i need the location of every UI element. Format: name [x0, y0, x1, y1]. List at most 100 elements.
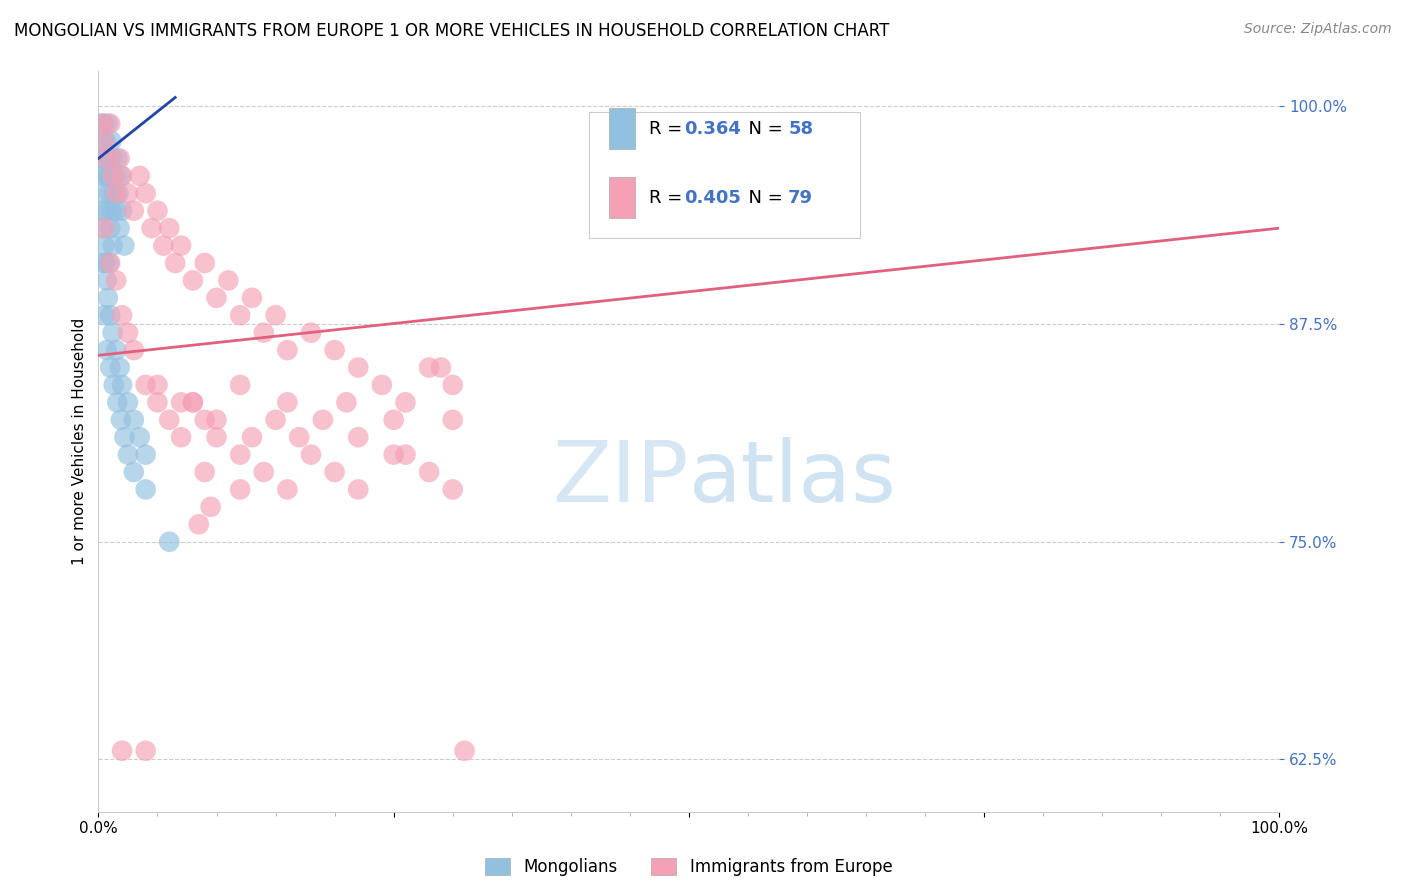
Point: [335, 395, 357, 409]
Point: [90, 117, 112, 131]
FancyBboxPatch shape: [609, 108, 634, 149]
Point: [98, 186, 121, 201]
Point: [170, 238, 193, 252]
Point: [430, 360, 453, 375]
Point: [229, 378, 252, 392]
Point: [276, 395, 298, 409]
Point: [91, 152, 114, 166]
Point: [101, 238, 124, 252]
Point: [157, 221, 180, 235]
Point: [382, 448, 405, 462]
Point: [371, 378, 394, 392]
Point: [276, 343, 298, 357]
Point: [98, 256, 121, 270]
Point: [157, 534, 180, 549]
Point: [229, 308, 252, 322]
Point: [93, 134, 115, 148]
Point: [128, 169, 150, 183]
Point: [194, 256, 217, 270]
Point: [98, 360, 121, 375]
Point: [253, 465, 276, 479]
Point: [101, 152, 124, 166]
Point: [97, 291, 120, 305]
Point: [418, 360, 440, 375]
Point: [101, 326, 124, 340]
Point: [105, 186, 128, 201]
Point: [98, 308, 121, 322]
Point: [441, 413, 464, 427]
Point: [347, 430, 370, 444]
Point: [93, 308, 115, 322]
Point: [323, 465, 346, 479]
Point: [117, 395, 139, 409]
Point: [97, 117, 120, 131]
Point: [122, 343, 145, 357]
Point: [105, 343, 128, 357]
Point: [217, 273, 239, 287]
Point: [418, 465, 440, 479]
Point: [105, 273, 128, 287]
Point: [323, 343, 346, 357]
Point: [94, 152, 117, 166]
Text: R =: R =: [648, 188, 688, 207]
Point: [240, 430, 263, 444]
Point: [103, 186, 125, 201]
Point: [111, 308, 134, 322]
Point: [181, 273, 204, 287]
Point: [253, 326, 276, 340]
Point: [111, 378, 134, 392]
Point: [194, 465, 217, 479]
Point: [93, 221, 115, 235]
Point: [91, 256, 114, 270]
Point: [100, 203, 122, 218]
Point: [135, 448, 157, 462]
Point: [117, 448, 139, 462]
Text: MONGOLIAN VS IMMIGRANTS FROM EUROPE 1 OR MORE VEHICLES IN HOUSEHOLD CORRELATION : MONGOLIAN VS IMMIGRANTS FROM EUROPE 1 OR…: [14, 22, 890, 40]
Text: 58: 58: [789, 120, 813, 137]
Point: [264, 308, 287, 322]
Point: [157, 413, 180, 427]
Point: [96, 273, 118, 287]
Point: [105, 203, 128, 218]
Point: [100, 134, 122, 148]
Point: [110, 169, 132, 183]
Point: [117, 186, 139, 201]
Point: [108, 152, 131, 166]
Point: [276, 483, 298, 497]
Point: [101, 169, 124, 183]
Point: [347, 483, 370, 497]
Point: [93, 186, 115, 201]
Point: [91, 117, 114, 131]
Point: [91, 221, 114, 235]
Point: [453, 744, 475, 758]
Point: [128, 430, 150, 444]
Point: [96, 169, 118, 183]
Point: [94, 256, 117, 270]
Point: [96, 152, 118, 166]
Point: [105, 395, 128, 409]
Point: [394, 395, 416, 409]
Point: [111, 203, 134, 218]
Point: [122, 203, 145, 218]
Point: [170, 395, 193, 409]
Point: [135, 378, 157, 392]
Point: [98, 169, 121, 183]
Point: [91, 134, 114, 148]
Point: [94, 134, 117, 148]
Point: [98, 256, 121, 270]
FancyBboxPatch shape: [589, 112, 860, 238]
Point: [382, 413, 405, 427]
Text: atlas: atlas: [689, 437, 897, 520]
Point: [441, 378, 464, 392]
Point: [112, 430, 135, 444]
Point: [96, 203, 118, 218]
Text: Source: ZipAtlas.com: Source: ZipAtlas.com: [1244, 22, 1392, 37]
Point: [181, 395, 204, 409]
Point: [441, 483, 464, 497]
Point: [107, 186, 129, 201]
Point: [347, 360, 370, 375]
Point: [229, 483, 252, 497]
Point: [240, 291, 263, 305]
Point: [122, 465, 145, 479]
Point: [141, 221, 163, 235]
